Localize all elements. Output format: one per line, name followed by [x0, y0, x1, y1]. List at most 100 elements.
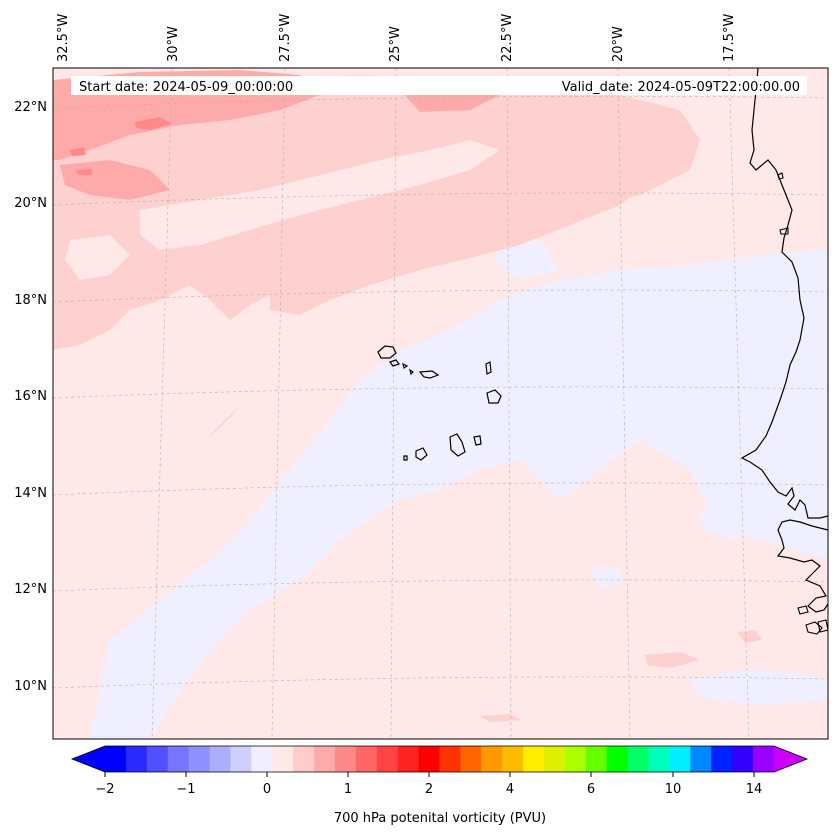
island [403, 455, 408, 461]
island [486, 389, 502, 404]
lat-label: 22°N [14, 100, 47, 115]
island [418, 370, 440, 379]
island [389, 359, 400, 367]
lon-label: 32.5°W [56, 14, 71, 62]
negative-pv-band [90, 250, 828, 739]
header-box [71, 76, 807, 95]
colorbar-segment [314, 746, 336, 772]
africa-coastline [740, 68, 828, 519]
lat-label: 16°N [14, 389, 47, 404]
colorbar-segment [732, 746, 754, 772]
island [485, 361, 492, 375]
colorbar-under-arrow [72, 746, 105, 772]
colorbar-tick-label: −2 [95, 782, 114, 797]
colorbar-segment [209, 746, 231, 772]
colorbar-tick-label: 6 [587, 782, 595, 797]
colorbar-over-arrow [774, 746, 807, 772]
map-frame [52, 67, 829, 740]
colorbar-segment [167, 746, 190, 772]
latitude-labels: 22°N 20°N 18°N 16°N 14°N 12°N 10°N [14, 100, 47, 694]
island [377, 345, 397, 359]
colorbar-segment [105, 746, 127, 772]
colorbar-tick-label: 0 [263, 782, 271, 797]
colorbar-tick-label: 2 [425, 782, 433, 797]
colorbar-segment [481, 746, 503, 772]
colorbar-segment [376, 746, 399, 772]
island [473, 435, 482, 446]
colorbar-segment [355, 746, 378, 772]
colorbar-segment [146, 746, 169, 772]
lat-label: 12°N [14, 582, 47, 597]
islands [377, 345, 502, 461]
colorbar-tick-label: −1 [176, 782, 195, 797]
coastal-island [817, 619, 828, 633]
negative-pv-patch [140, 625, 210, 680]
negative-pv-patch [590, 565, 625, 590]
lon-label: 22.5°W [500, 14, 515, 62]
coastal-island [797, 605, 809, 615]
positive-pv-patch [205, 405, 240, 440]
colorbar-segment [753, 746, 775, 772]
lon-label: 30°W [166, 26, 181, 62]
positive-pv-patch [645, 652, 700, 668]
colorbar-segment [188, 746, 210, 772]
colorbar-segment [669, 746, 691, 772]
valid-date-label: Valid_date: 2024-05-09T22:00:00.00 [562, 80, 800, 95]
island [415, 447, 428, 461]
island [449, 433, 466, 457]
colorbar-tick-label: 14 [746, 782, 763, 797]
start-date-label: Start date: 2024-05-09_00:00:00 [79, 80, 293, 95]
colorbar-segment [502, 746, 524, 772]
strong-pv-spot [70, 147, 86, 156]
colorbar-segment [439, 746, 461, 772]
lon-label: 27.5°W [278, 14, 293, 62]
band-gap [140, 140, 500, 250]
colorbar-segment [418, 746, 440, 772]
colorbar-segment [125, 746, 148, 772]
strong-pv-spot [135, 117, 172, 130]
colorbar-segment [564, 746, 587, 772]
negative-pv-patch [690, 670, 828, 705]
coastal-island [777, 172, 784, 180]
positive-pv-band [53, 75, 700, 350]
colorbar-segment [334, 746, 357, 772]
lat-label: 14°N [14, 486, 47, 501]
positive-pv-patch [480, 714, 522, 722]
colorbar-segment [460, 746, 482, 772]
colorbar-segment [711, 746, 733, 772]
colorbar [70, 745, 809, 773]
colorbar-segment [230, 746, 252, 772]
pv-field [53, 68, 828, 739]
colorbar-segment [272, 746, 294, 772]
colorbar-segment [585, 746, 608, 772]
lon-label: 25°W [388, 26, 403, 62]
colorbar-segment [606, 746, 629, 772]
colorbar-segment [523, 746, 545, 772]
longitude-labels: 32.5°W 30°W 27.5°W 25°W 22.5°W 20°W 17.5… [56, 14, 737, 62]
island [409, 368, 414, 376]
colorbar-segment [251, 746, 273, 772]
colorbar-tick-label: 4 [506, 782, 514, 797]
colorbar-segment [544, 746, 566, 772]
lat-label: 10°N [14, 679, 47, 694]
lon-label: 17.5°W [722, 14, 737, 62]
negative-pv-patch [700, 505, 760, 540]
colorbar-segment [293, 746, 315, 772]
colorbar-segment [648, 746, 670, 772]
graticule [53, 68, 828, 739]
island [402, 362, 409, 369]
colorbar-ticks: −2 −1 0 1 2 4 6 10 14 [95, 772, 762, 797]
strong-pv-spot [76, 169, 92, 175]
lat-label: 18°N [14, 293, 47, 308]
band-gap [65, 235, 130, 280]
colorbar-segment [627, 746, 649, 772]
colorbar-segment [690, 746, 712, 772]
positive-pv-band [270, 150, 660, 315]
colorbar-tick-label: 10 [665, 782, 682, 797]
lat-label: 20°N [14, 196, 47, 211]
colorbar-tick-label: 1 [344, 782, 352, 797]
coastal-island [779, 227, 789, 235]
positive-pv-patch [738, 630, 762, 643]
africa-coastline [776, 519, 828, 613]
